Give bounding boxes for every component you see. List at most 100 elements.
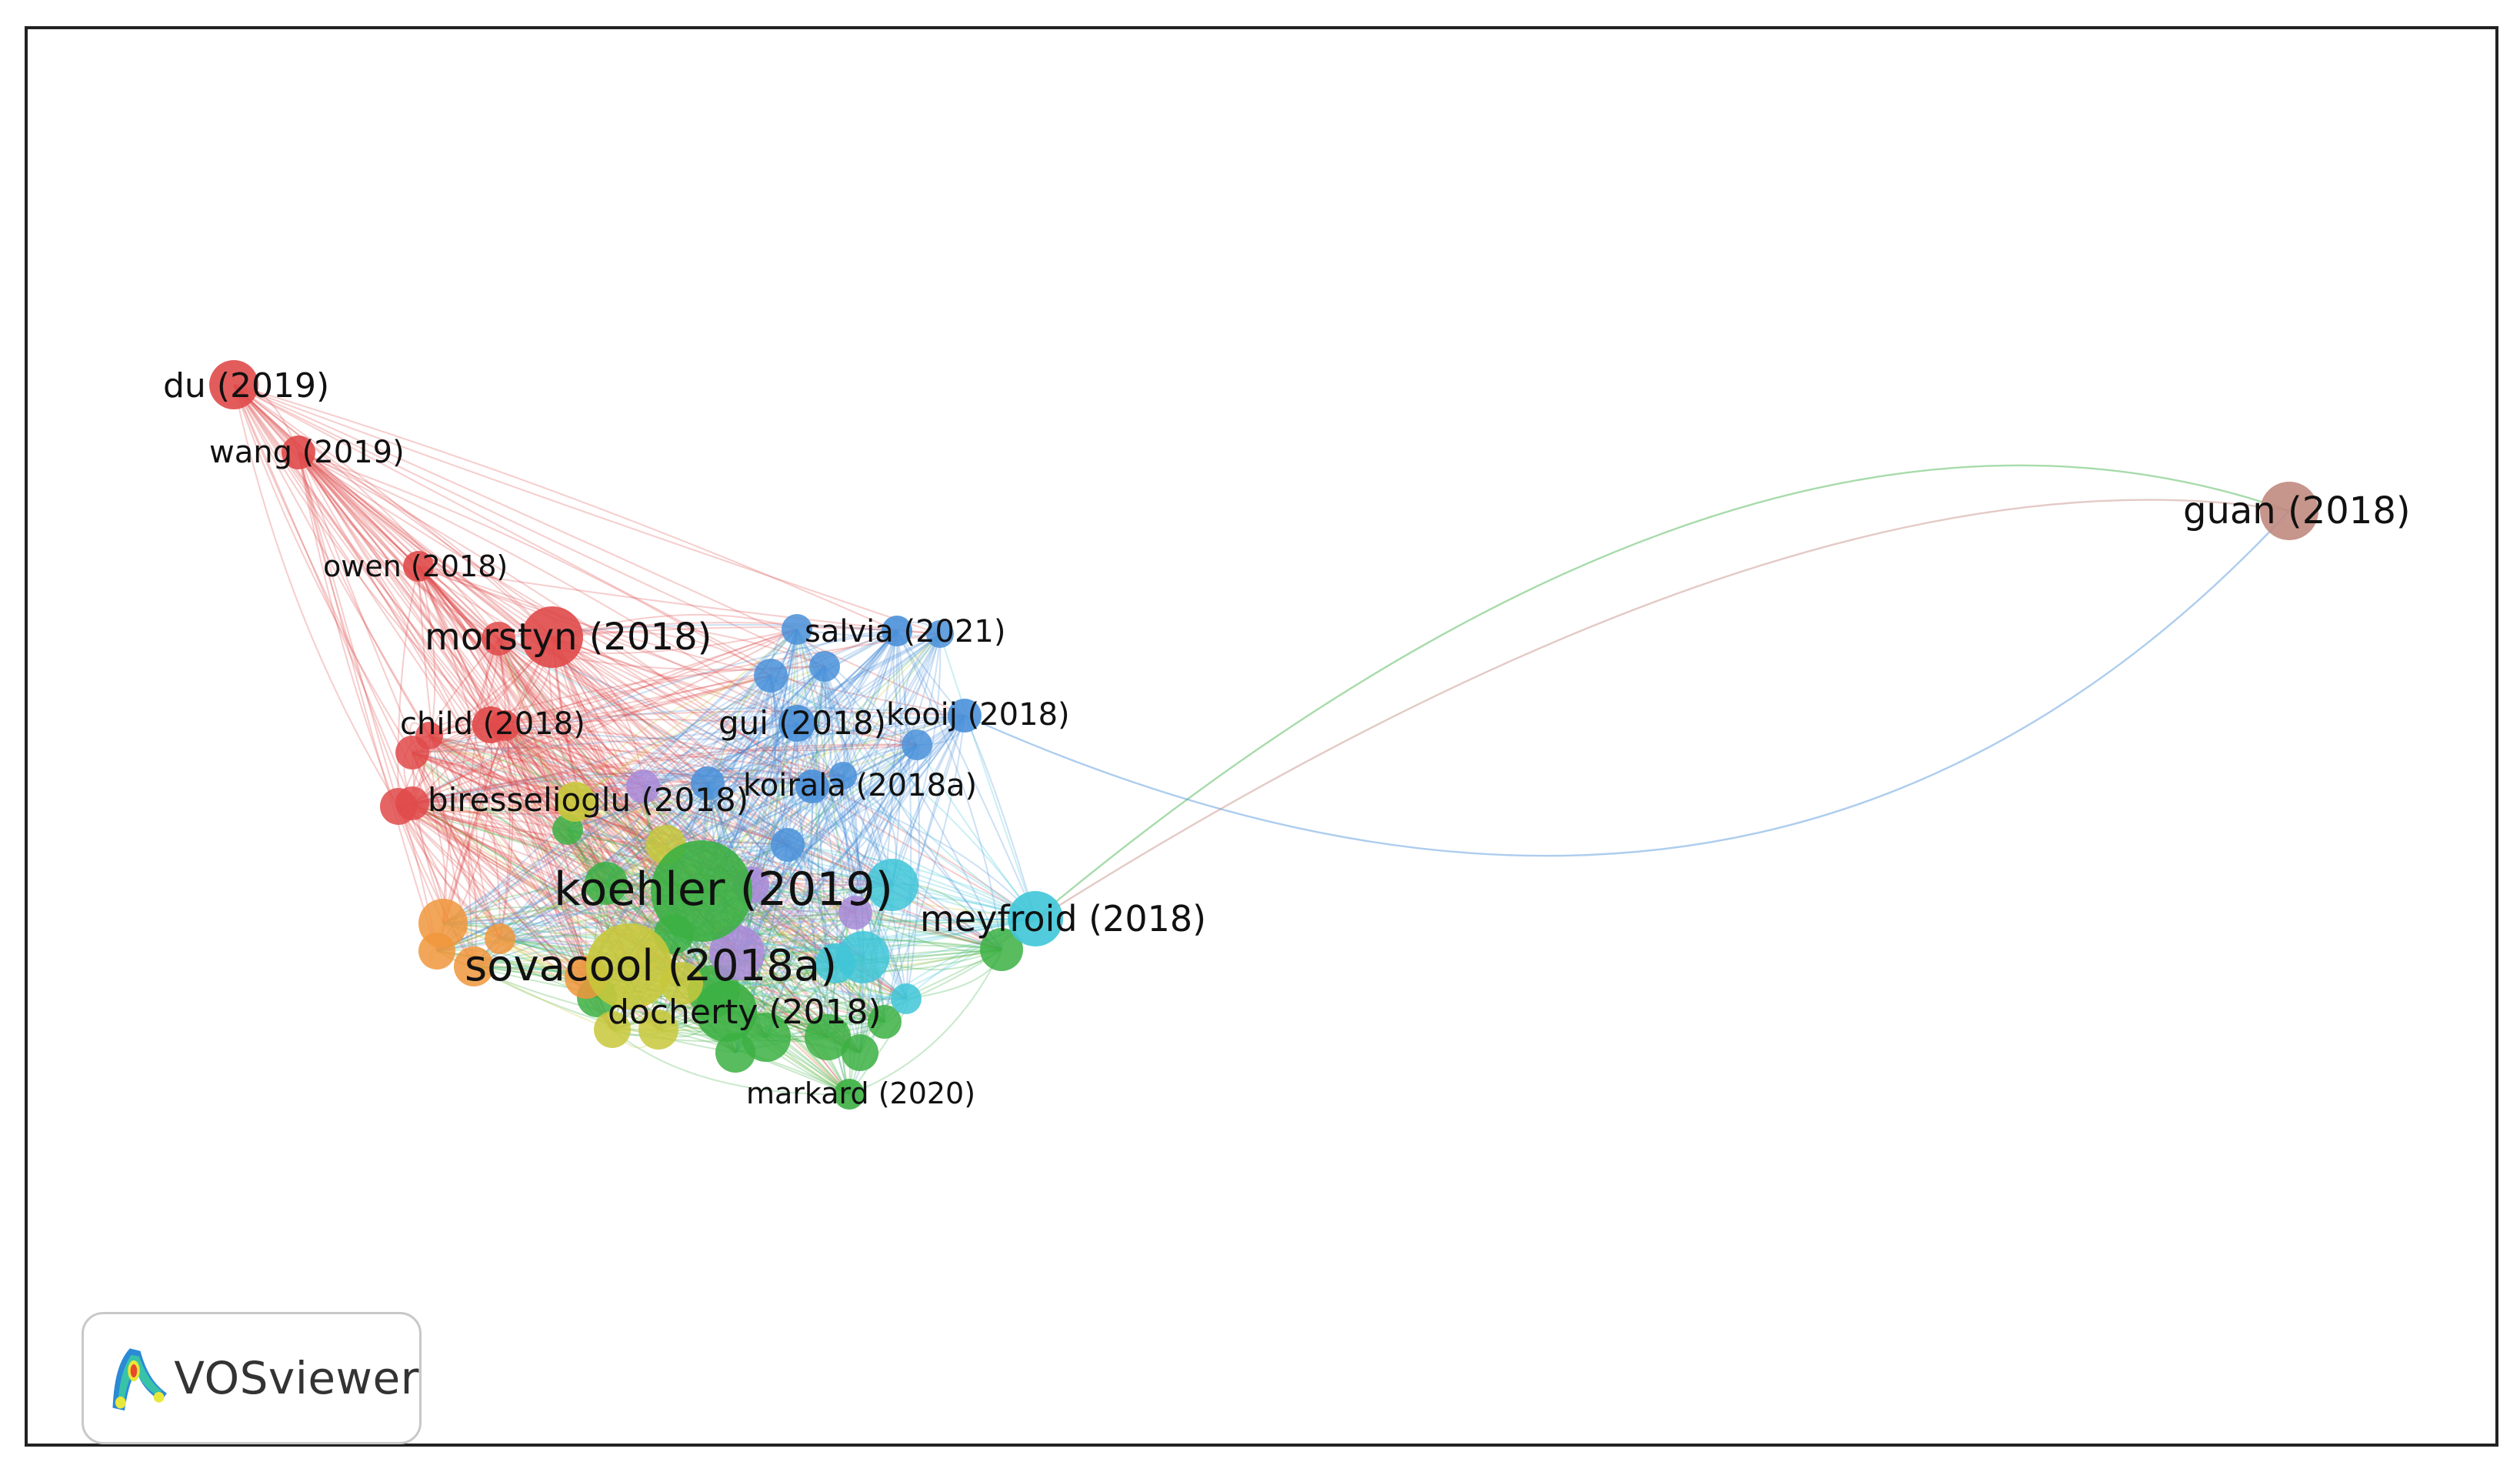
network-node[interactable] [891,983,922,1014]
citation-link [765,666,826,1038]
network-node[interactable] [980,928,1023,971]
network-visualization-frame: du (2019) wang (2019) owen (2018) morstyn (… [25,26,2498,1447]
citation-link [796,629,852,1095]
citation-link [418,566,813,787]
citation-link [412,752,644,793]
network-node[interactable] [415,722,443,749]
network-node-markard-2020[interactable] [834,1079,865,1110]
network-node-morstyn-2018[interactable] [522,606,583,668]
citation-link [473,666,825,967]
network-node[interactable] [482,622,515,656]
network-node-koirala-2018a[interactable] [795,769,829,803]
citation-network-map[interactable]: du (2019) wang (2019) owen (2018) morstyn (… [28,29,2495,1444]
citation-link [428,735,844,779]
network-node[interactable] [838,896,872,930]
citation-link [770,675,965,719]
network-node-child-2018[interactable] [472,706,509,743]
network-node[interactable] [395,786,429,820]
network-node-kooij-2018[interactable] [948,699,982,733]
network-node-wang-2019[interactable] [282,436,315,469]
citation-link [567,633,941,830]
network-node[interactable] [782,614,812,645]
citation-link [707,629,798,784]
citation-link [233,384,630,967]
network-node-docherty-2018[interactable] [695,980,757,1042]
citation-link [428,735,836,964]
citation-link [412,752,788,846]
citation-link [490,710,965,726]
citation-link [787,630,898,846]
citation-link [964,510,2290,857]
citation-link [436,723,798,952]
network-node[interactable] [626,769,660,803]
citation-link [412,752,675,935]
citation-link [412,752,501,940]
network-node[interactable] [815,943,855,983]
citation-link [398,744,918,807]
citation-link [397,566,419,807]
network-node-guan-2018[interactable] [2260,482,2318,540]
node-label-gui-2018: gui (2018) [718,704,886,742]
citation-link [862,633,942,958]
citation-link [418,566,941,635]
citation-link [796,723,857,913]
network-node[interactable] [902,729,932,760]
network-node[interactable] [454,946,494,986]
network-node[interactable] [926,620,954,648]
network-node-meyfroid-2018[interactable] [1008,891,1063,946]
network-node-owen-2018[interactable] [403,551,434,582]
citation-link [1035,464,2290,920]
network-node[interactable] [829,762,857,789]
network-node[interactable] [585,862,628,905]
citation-link [412,630,898,804]
node-label-markard-2020: markard (2020) [746,1076,975,1110]
network-node[interactable] [842,1034,878,1071]
citation-link [812,630,898,787]
citation-link [412,803,893,886]
citation-link [428,735,587,978]
node-label-koirala-2018a: koirala (2018a) [743,768,977,803]
network-node[interactable] [638,1010,678,1050]
network-node[interactable] [691,766,725,800]
citation-link [750,675,777,886]
citation-link [412,743,918,804]
network-node-sovacool-2018a[interactable] [586,923,672,1010]
network-node[interactable] [709,925,765,980]
network-node[interactable] [809,651,840,682]
network-node-gui-2018[interactable] [778,705,815,742]
network-node-koehler-2019[interactable] [651,840,752,942]
network-node-salvia-2021[interactable] [882,616,912,646]
citation-link [842,775,885,1023]
citation-link [765,633,941,1038]
network-node[interactable] [594,1011,631,1048]
network-node[interactable] [866,859,918,911]
citation-link [736,715,965,953]
citation-link [233,384,399,807]
citation-link [436,630,898,952]
citation-link [298,452,430,736]
network-node[interactable] [715,1033,755,1073]
network-node-du-2019[interactable] [209,360,258,409]
citation-link [233,384,825,667]
citation-link [750,629,798,886]
citation-link [418,566,502,940]
citation-link [418,566,788,846]
citation-link [412,629,798,804]
citation-link [707,783,885,1023]
network-node[interactable] [805,1014,851,1060]
citation-link [490,724,675,935]
citation-link [575,744,918,806]
citation-link [442,633,941,924]
network-node[interactable] [754,659,788,693]
citation-link [658,912,856,1030]
network-node[interactable] [485,923,515,954]
citation-link [442,775,844,924]
citation-link [707,715,965,784]
network-node[interactable] [771,828,805,862]
network-node-biresselioglu-2018[interactable] [555,782,595,822]
network-node[interactable] [418,933,455,970]
citation-link [736,666,825,953]
citation-link [398,806,675,935]
network-node[interactable] [868,1005,902,1039]
citation-link [707,783,767,1038]
